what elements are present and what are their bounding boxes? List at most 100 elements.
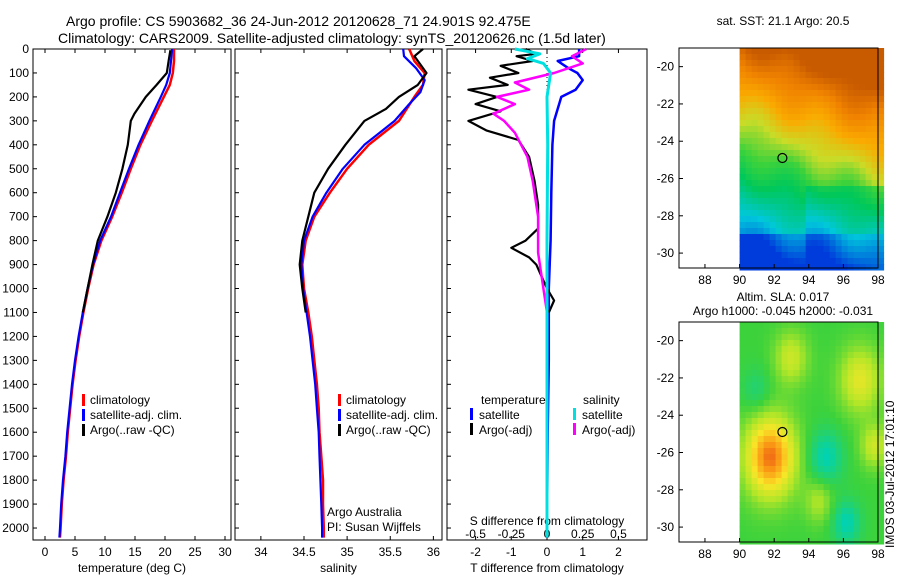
sla-map-cell [823, 502, 831, 509]
sst-map-cell [817, 240, 825, 247]
sst-map-cell [859, 246, 867, 253]
sst-map-cell [793, 246, 801, 253]
sla-map-cell [835, 442, 843, 449]
sla-map-cell [739, 532, 747, 539]
sst-map-cell [817, 96, 825, 103]
sst-map-cell [841, 96, 849, 103]
sla-map-cell [817, 466, 825, 473]
sst-map-cell [763, 216, 771, 223]
sla-map-cell [775, 364, 783, 371]
sst-map-cell [799, 84, 807, 91]
sla-map-cell [829, 334, 837, 341]
sst-map-cell [739, 162, 747, 169]
sst-map-cell [745, 150, 753, 157]
sst-map-cell [811, 216, 819, 223]
sst-map-cell [739, 156, 747, 163]
sst-map-cell [799, 192, 807, 199]
sst-map-cell [805, 162, 813, 169]
sst-map-cell [877, 210, 885, 217]
sst-map-cell [739, 186, 747, 193]
sla-map-cell [853, 334, 861, 341]
sla-map-cell [877, 406, 885, 413]
sla-map-cell [751, 382, 759, 389]
sst-map-cell [745, 240, 753, 247]
sst-map-cell [865, 132, 873, 139]
sst-map-cell [793, 84, 801, 91]
sla-map-cell [859, 418, 867, 425]
sla-map-cell [787, 382, 795, 389]
sst-map-cell [811, 102, 819, 109]
sla-map-cell [775, 460, 783, 467]
sst-map-cell [751, 204, 759, 211]
sla-map-cell [799, 508, 807, 515]
sla-map-cell [787, 460, 795, 467]
sla-map-cell [781, 412, 789, 419]
salinity-legend-label: climatology [346, 393, 406, 407]
sla-map-cell [877, 334, 885, 341]
sst-map-cell [799, 60, 807, 67]
sst-map-cell [805, 138, 813, 145]
sla-map-cell [865, 430, 873, 437]
sst-map-cell [763, 156, 771, 163]
sst-map-cell [799, 180, 807, 187]
sla-map-cell [763, 346, 771, 353]
sla-map-cell [781, 496, 789, 503]
sst-map-cell [757, 132, 765, 139]
sla-map-ytick-label: -22 [657, 371, 675, 385]
sst-map-cell [745, 222, 753, 229]
sst-map-cell [799, 264, 807, 271]
sla-map-cell [865, 424, 873, 431]
sla-map-cell [871, 514, 879, 521]
sst-map-cell [751, 120, 759, 127]
sla-map-cell [823, 490, 831, 497]
temperature-ytick-label: 300 [9, 114, 29, 128]
sst-map-cell [817, 162, 825, 169]
sla-map-cell [871, 388, 879, 395]
sla-map-cell [835, 352, 843, 359]
sst-map-cell [865, 144, 873, 151]
sst-map-cell [865, 222, 873, 229]
salinity-xtick-label: 34 [254, 545, 268, 559]
sst-map-cell [823, 264, 831, 271]
sla-map-cell [859, 460, 867, 467]
sla-map-cell [799, 466, 807, 473]
sst-map-cell [805, 60, 813, 67]
sst-map-cell [751, 246, 759, 253]
sla-map-cell [829, 460, 837, 467]
temperature-ytick-label: 1300 [2, 353, 29, 367]
sst-map-cell [859, 180, 867, 187]
sla-map-cell [829, 436, 837, 443]
sst-map-cell [805, 252, 813, 259]
sst-map-cell [775, 210, 783, 217]
sst-map-cell [811, 198, 819, 205]
sla-map-cell [745, 502, 753, 509]
sla-map-cell [877, 514, 885, 521]
sla-map-cell [769, 394, 777, 401]
sla-map-cell [877, 496, 885, 503]
sla-map-cell [853, 322, 861, 329]
sla-map-cell [793, 466, 801, 473]
sla-map-cell [781, 328, 789, 335]
sst-map-cell [763, 228, 771, 235]
sst-map-cell [769, 150, 777, 157]
sst-map-cell [817, 126, 825, 133]
sst-map-cell [817, 198, 825, 205]
sla-map-cell [745, 484, 753, 491]
sst-map-cell [799, 240, 807, 247]
sla-map-cell [877, 532, 885, 539]
sla-map-cell [817, 484, 825, 491]
sst-map-cell [823, 120, 831, 127]
sst-map-cell [829, 156, 837, 163]
sla-map-cell [877, 508, 885, 515]
sst-map-cell [769, 246, 777, 253]
sla-map-cell [781, 448, 789, 455]
sla-map-cell [757, 340, 765, 347]
sst-map-cell [853, 186, 861, 193]
sla-map-cell [847, 412, 855, 419]
sla-map-cell [835, 406, 843, 413]
sst-map-cell [757, 162, 765, 169]
sla-map-cell [751, 484, 759, 491]
sst-map-cell [775, 114, 783, 121]
sst-map-cell [871, 240, 879, 247]
sst-map-cell [865, 114, 873, 121]
